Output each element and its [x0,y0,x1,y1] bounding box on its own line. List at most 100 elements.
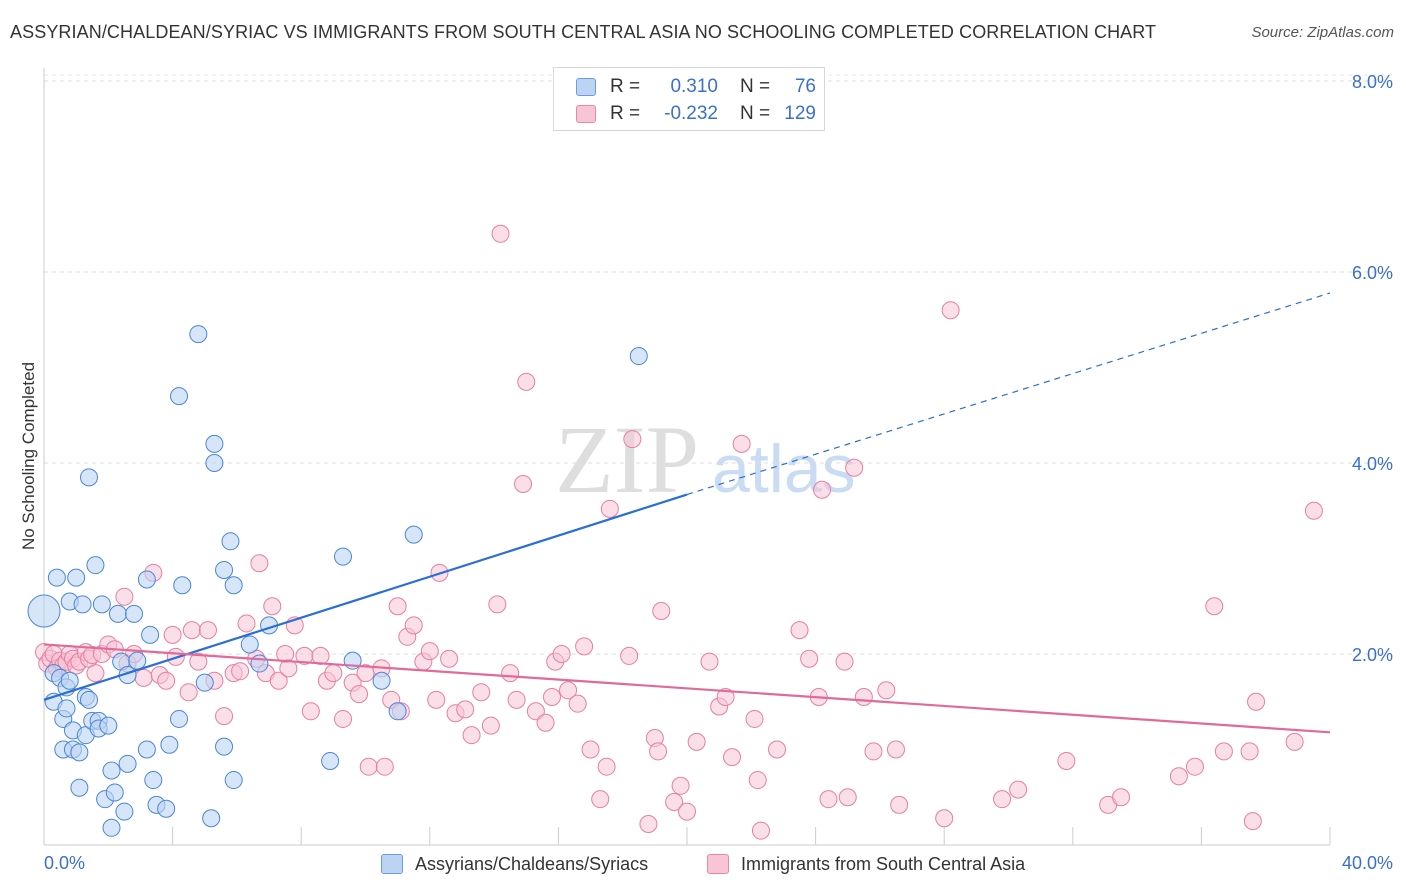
data-point-immigrants [678,802,696,821]
data-point-immigrants [552,645,571,663]
data-point-immigrants [189,652,208,671]
data-point-immigrants [639,814,658,833]
data-point-immigrants [886,740,905,759]
data-point-assyrians [108,604,127,623]
bottom-legend-swatch-assyrians [381,854,403,874]
data-point-immigrants [819,790,838,809]
legend-n-label: N = [740,76,771,97]
data-point-assyrians [224,771,243,790]
data-point-assyrians [60,671,79,690]
data-point-assyrians [333,547,352,566]
data-point-immigrants [179,683,198,702]
bottom-legend-assyrians: Assyrians/Chaldeans/Syriacs [381,852,648,876]
data-point-assyrians [80,690,99,709]
data-point-assyrians [102,761,121,780]
y-tick-label: 2.0% [1352,645,1393,665]
data-point-assyrians [195,673,214,692]
data-point-assyrians [27,594,61,628]
data-point-immigrants [671,776,690,795]
data-point-immigrants [568,694,587,713]
trend-line-assyrians-extension [686,292,1331,496]
data-point-immigrants [263,597,282,616]
data-point-assyrians [221,532,240,551]
legend-n-label: N = [740,103,771,124]
data-point-assyrians [321,751,340,770]
data-point-immigrants [163,625,182,644]
data-point-assyrians [144,771,163,790]
data-point-immigrants [600,499,619,518]
data-point-immigrants [536,713,555,732]
data-point-assyrians [205,454,224,472]
data-point-immigrants [481,716,500,735]
data-point-immigrants [723,748,742,767]
data-point-immigrants [1057,751,1076,770]
data-point-assyrians [170,709,189,728]
trend-line-assyrians [43,493,688,701]
data-point-immigrants [620,646,639,665]
bottom-legend-label-assyrians: Assyrians/Chaldeans/Syriacs [415,853,649,874]
tick-labels: 2.0% 4.0% 6.0% 8.0% 0.0% 40.0% [44,72,1393,873]
data-point-immigrants [790,621,809,640]
legend-swatch-immigrants [576,105,596,123]
data-point-immigrants [768,740,787,759]
data-point-immigrants [1185,757,1204,776]
series-immigrants-points [35,224,1323,840]
data-point-immigrants [845,458,864,477]
source-credit: Source: ZipAtlas.com [1251,24,1394,41]
data-point-immigrants [237,614,256,633]
legend-r-label: R = [610,76,641,97]
legend-r-value: 0.310 [670,76,718,97]
data-point-immigrants [375,757,394,776]
data-point-immigrants [514,475,533,494]
bottom-legend-swatch-immigrants [707,854,729,874]
data-point-assyrians [170,387,189,406]
data-point-immigrants [745,709,764,728]
y-axis-label: No Schooling Completed [19,362,38,550]
data-point-immigrants [250,554,269,573]
data-point-immigrants [462,726,481,745]
data-point-immigrants [231,662,250,681]
data-point-assyrians [57,699,76,718]
data-point-assyrians [388,702,407,721]
data-point-immigrants [687,732,706,751]
data-point-immigrants [835,652,854,671]
data-point-immigrants [1214,742,1233,761]
data-point-immigrants [559,681,578,700]
data-point-immigrants [993,790,1012,809]
data-point-immigrants [269,671,288,690]
bottom-legend-immigrants: Immigrants from South Central Asia [707,852,1025,876]
data-point-immigrants [591,790,610,809]
data-point-assyrians [215,737,234,756]
data-point-immigrants [182,621,201,640]
data-point-assyrians [141,625,160,644]
series-assyrians-points [27,325,648,837]
data-point-assyrians [70,778,89,797]
data-point-immigrants [1009,780,1028,799]
data-point-assyrians [105,783,124,802]
data-point-immigrants [941,301,960,320]
y-tick-label: 6.0% [1352,263,1393,283]
data-point-immigrants [1112,788,1131,807]
data-point-assyrians [102,818,121,837]
data-point-assyrians [118,754,137,773]
legend-r-value: -0.232 [664,103,718,124]
data-point-immigrants [800,649,819,668]
gridlines [44,74,1392,655]
data-point-immigrants [838,788,857,807]
data-point-immigrants [404,616,423,635]
y-tick-label: 4.0% [1352,454,1393,474]
data-point-assyrians [250,654,269,673]
data-point-immigrants [748,771,767,790]
data-point-immigrants [623,430,642,449]
data-point-immigrants [115,587,134,606]
data-point-assyrians [372,671,391,690]
chart-title: ASSYRIAN/CHALDEAN/SYRIAC VS IMMIGRANTS F… [10,22,1157,42]
data-point-immigrants [215,707,234,726]
data-point-immigrants [427,690,446,709]
data-point-immigrants [279,659,298,678]
data-point-immigrants [526,702,545,721]
data-point-immigrants [1247,692,1266,711]
data-point-immigrants [507,690,526,709]
data-point-immigrants [301,702,320,721]
legend-row-immigrants: R = -0.232 N = 129 [576,102,816,126]
